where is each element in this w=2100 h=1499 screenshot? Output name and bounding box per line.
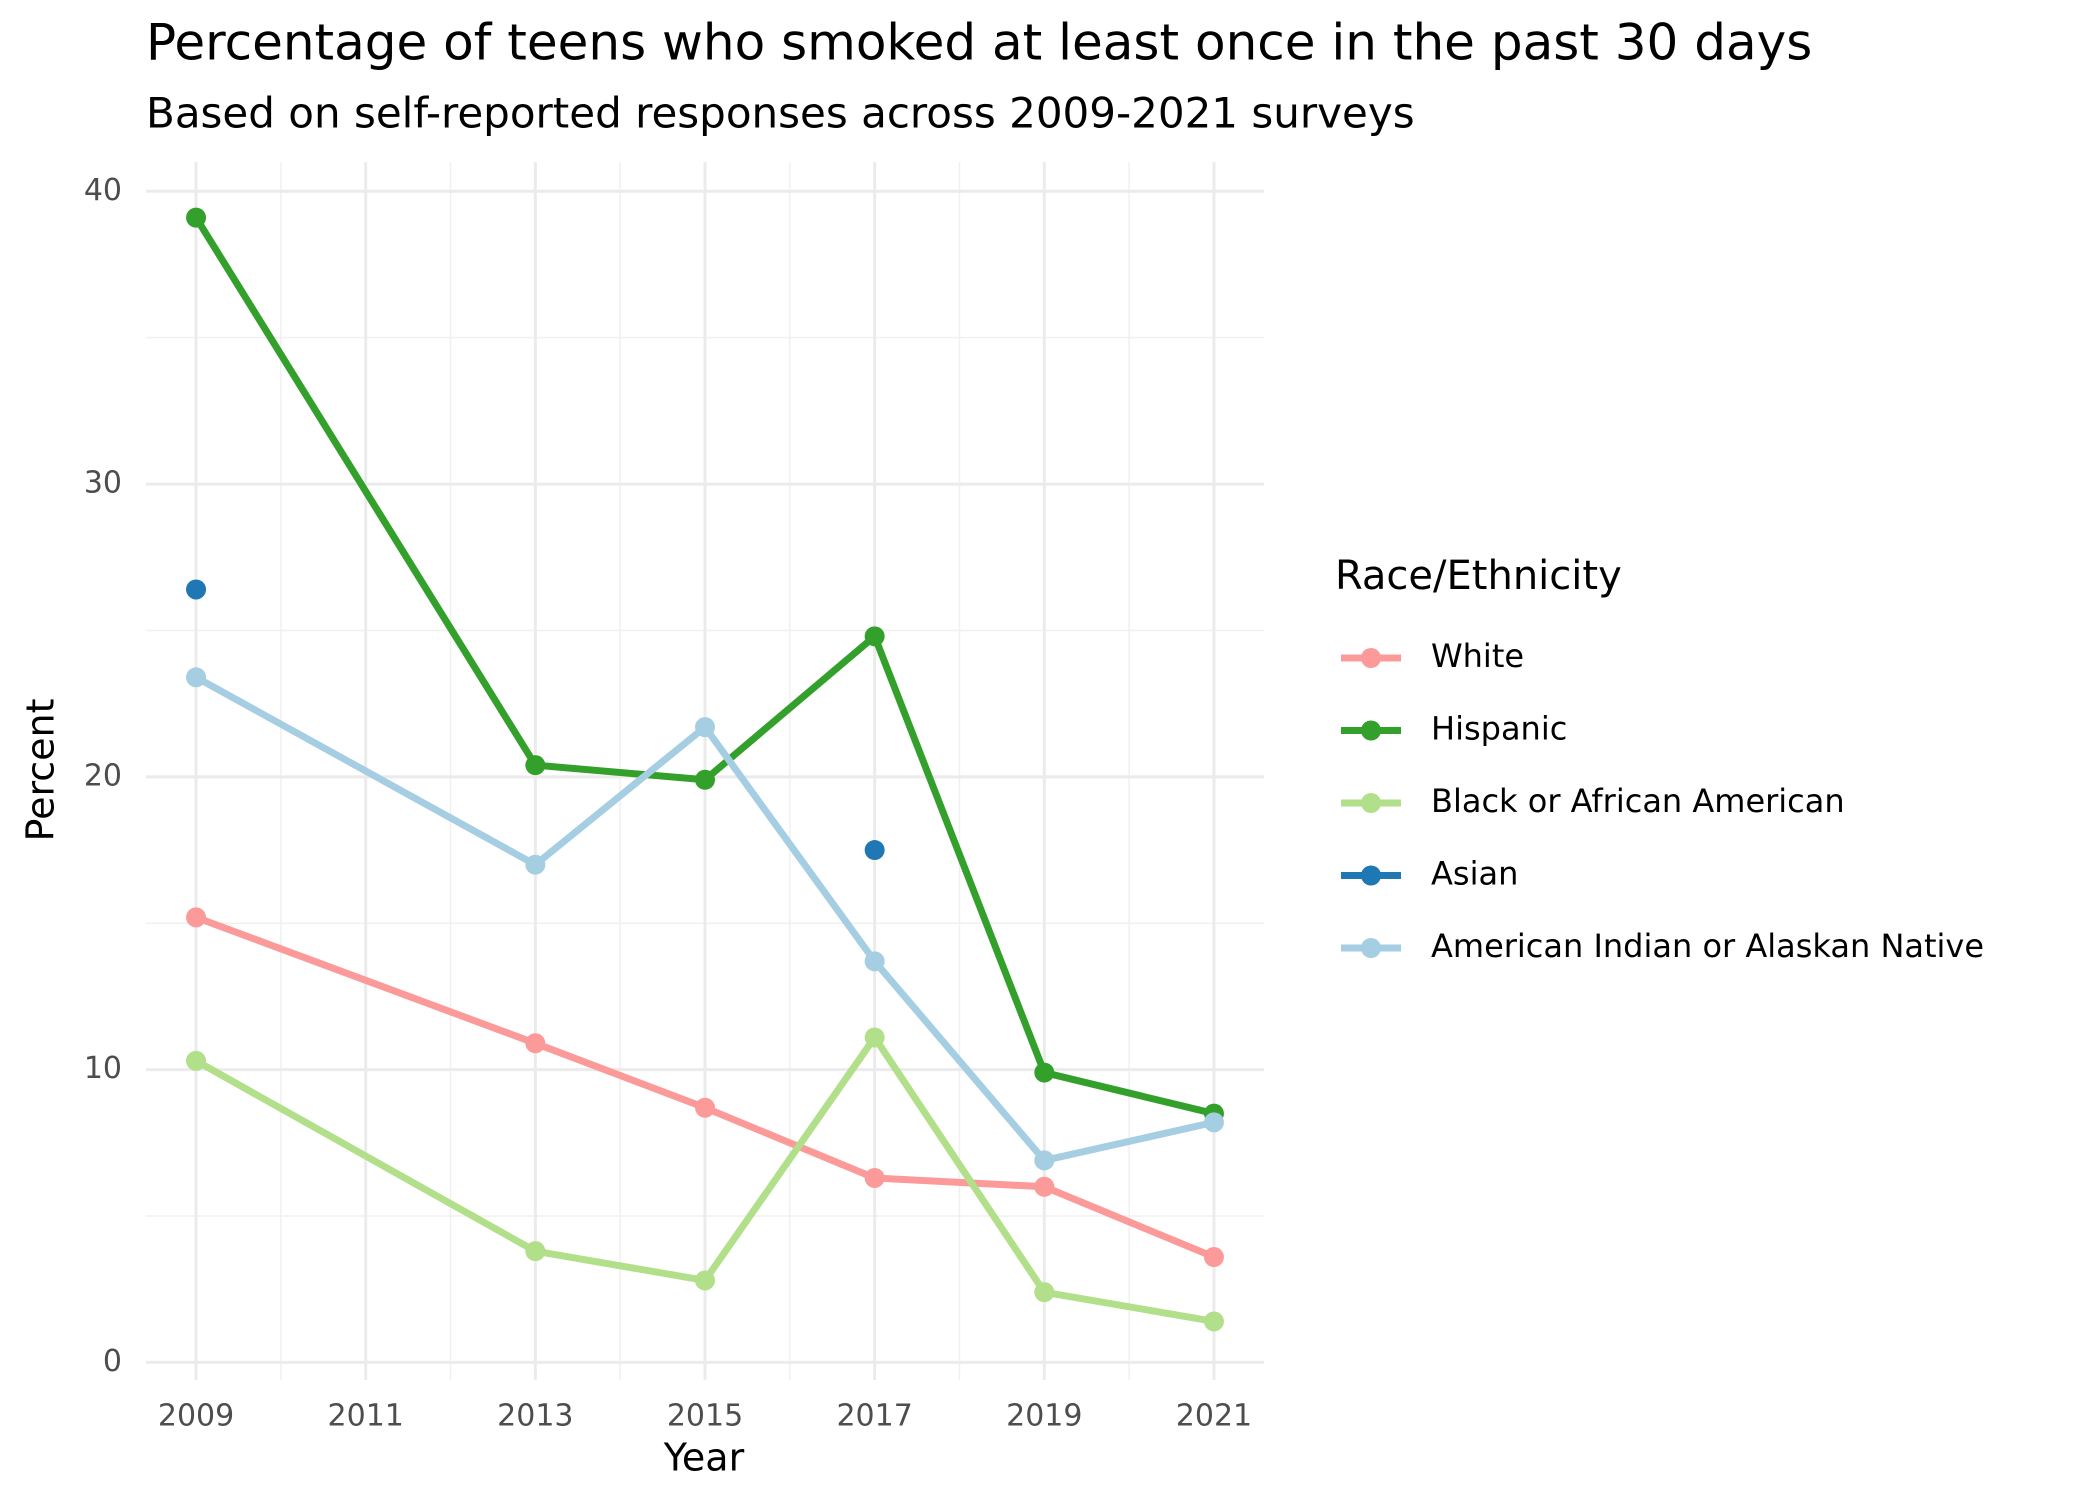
data-point: [1034, 1282, 1055, 1303]
legend-key-point: [1361, 865, 1381, 886]
data-point: [525, 854, 546, 875]
data-point: [864, 1027, 885, 1048]
data-point: [864, 840, 885, 861]
data-point: [695, 769, 715, 790]
legend-label: Hispanic: [1431, 710, 1567, 748]
data-point: [864, 1167, 885, 1188]
data-point: [864, 951, 885, 972]
data-point: [186, 207, 207, 228]
data-point: [186, 579, 207, 600]
data-point: [186, 667, 207, 688]
data-point: [525, 1241, 546, 1262]
data-point: [1034, 1176, 1055, 1197]
legend-key-point: [1361, 720, 1381, 741]
data-point: [1203, 1112, 1224, 1133]
x-axis-title: Year: [663, 1436, 745, 1480]
x-tick-label: 2013: [497, 1399, 573, 1434]
x-tick-label: 2017: [836, 1399, 912, 1434]
x-tick-label: 2009: [158, 1399, 234, 1434]
legend-label: American Indian or Alaskan Native: [1431, 927, 1984, 965]
legend-key-point: [1361, 793, 1381, 813]
x-tick-label: 2015: [667, 1399, 743, 1434]
chart-title: Percentage of teens who smoked at least …: [146, 14, 1812, 72]
legend-label: Asian: [1431, 855, 1518, 893]
data-point: [525, 1033, 546, 1054]
data-point: [1034, 1150, 1055, 1171]
chart-subtitle: Based on self-reported responses across …: [146, 89, 1415, 138]
data-point: [695, 717, 715, 738]
legend-key-point: [1361, 938, 1381, 958]
data-point: [1203, 1247, 1224, 1268]
series-line: [194, 674, 1215, 1164]
data-point: [695, 1270, 715, 1291]
y-tick-label: 0: [103, 1344, 122, 1379]
data-point: [525, 755, 546, 776]
data-point: [695, 1097, 715, 1118]
legend-label: White: [1431, 637, 1524, 675]
legend-title: Race/Ethnicity: [1335, 553, 1622, 599]
x-tick-label: 2021: [1176, 1399, 1252, 1434]
x-tick-label: 2019: [1006, 1399, 1082, 1434]
y-tick-label: 30: [84, 466, 122, 501]
data-point: [186, 907, 207, 928]
series-line: [194, 1033, 1215, 1325]
series-line: [193, 215, 1215, 1117]
y-axis-title: Percent: [19, 699, 63, 842]
data-point: [186, 1050, 207, 1071]
y-tick-label: 10: [84, 1051, 122, 1086]
y-tick-label: 40: [84, 173, 122, 208]
series-line: [194, 914, 1216, 1261]
y-tick-label: 20: [84, 758, 122, 793]
legend-key-point: [1361, 648, 1381, 668]
legend-label: Black or African American: [1431, 782, 1845, 820]
data-point: [1034, 1062, 1055, 1083]
data-point: [864, 626, 885, 647]
x-tick-label: 2011: [328, 1399, 404, 1434]
data-point: [1203, 1311, 1224, 1332]
